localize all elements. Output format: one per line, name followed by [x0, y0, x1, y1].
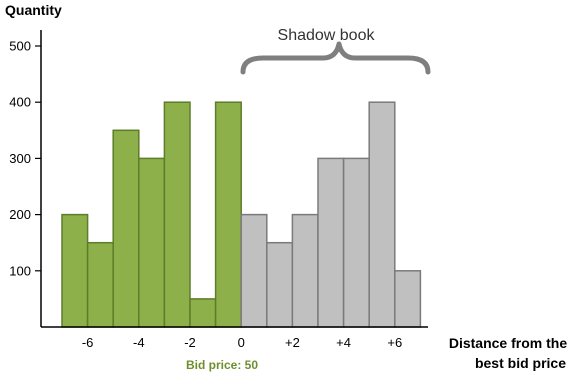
x-tick-label: -2	[184, 335, 196, 350]
x-axis-title-line-1: Distance from the	[449, 335, 567, 351]
bid-bar--7	[61, 213, 89, 328]
bid-bar--1	[214, 101, 242, 328]
x-tick-group: -6 -4 -2 0 +2 +4 +6	[82, 335, 402, 350]
x-axis-title-line-2: best bid price	[475, 355, 566, 371]
x-tick-label: +4	[336, 335, 351, 350]
y-axis-title: Quantity	[5, 2, 62, 18]
bid-bar--3	[163, 101, 191, 328]
bid-bar--6	[86, 241, 114, 328]
shadow-book-label: Shadow book	[278, 27, 376, 44]
bid-bar--5	[112, 129, 140, 328]
x-tick-label: -6	[82, 335, 94, 350]
y-tick-label: 400	[9, 95, 31, 110]
bid-bar--4	[138, 157, 166, 328]
shadow-book-brace	[240, 41, 431, 75]
shadow-bar-3	[317, 157, 345, 328]
x-tick-label: +2	[285, 335, 300, 350]
shadow-bar-5	[368, 101, 396, 328]
bid-price-label: Bid price: 50	[186, 358, 258, 372]
shadow-bar-2	[291, 213, 319, 328]
y-tick-label: 300	[9, 151, 31, 166]
shadow-bar-1	[266, 241, 294, 328]
y-tick-label: 100	[9, 263, 31, 278]
x-tick-label: +6	[387, 335, 402, 350]
bid-bar--2	[189, 298, 217, 328]
y-tick-label: 200	[9, 207, 31, 222]
bar-group	[61, 101, 422, 328]
x-tick-label: -4	[133, 335, 145, 350]
x-tick-label: 0	[238, 335, 245, 350]
shadow-bar-6	[394, 270, 422, 328]
shadow-bar-4	[342, 157, 370, 328]
y-tick-group: 100 200 300 400 500	[9, 39, 41, 278]
x-axis-title: Distance from the best bid price	[449, 335, 571, 371]
y-tick-label: 500	[9, 39, 31, 54]
shadow-bar-0	[240, 213, 268, 328]
